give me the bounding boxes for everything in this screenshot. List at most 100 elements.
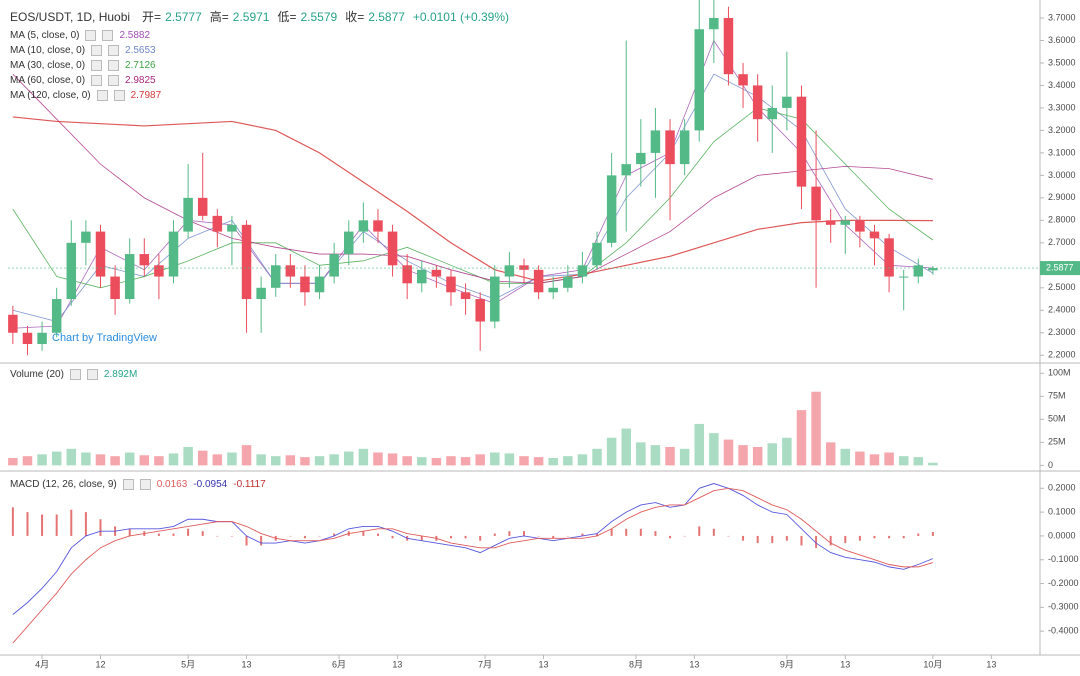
volume-bar	[869, 454, 880, 466]
volume-bar	[650, 445, 661, 466]
candle-body	[752, 85, 763, 120]
y-tick-label: 0.0000	[1048, 530, 1076, 540]
y-tick-label: 100M	[1048, 368, 1071, 378]
y-tick-label: 2.3000	[1048, 327, 1076, 337]
candle-body	[723, 17, 734, 75]
volume-bar	[373, 452, 383, 466]
signal-value: -0.1117	[233, 479, 266, 490]
macd-hist	[333, 533, 336, 536]
candle-body	[913, 265, 924, 277]
icon[interactable]	[122, 479, 134, 490]
ma-legend: MA (120, close, 0) 2.7987	[10, 90, 161, 101]
volume-bar	[387, 453, 398, 466]
candle-body	[592, 242, 602, 266]
y-tick-label: 2.8000	[1048, 215, 1076, 225]
macd-value: -0.0954	[193, 479, 228, 490]
ma-legend: MA (10, close, 0) 2.5653	[10, 45, 156, 56]
candle-body	[8, 314, 18, 333]
x-tick-label: 13	[392, 659, 402, 669]
volume-bar	[563, 456, 573, 466]
macd-hist	[537, 535, 540, 537]
candle-body	[446, 276, 456, 293]
volume-bar	[22, 456, 33, 466]
ma-line	[12, 107, 934, 289]
icon[interactable]	[108, 60, 120, 71]
icon[interactable]	[86, 369, 98, 380]
candle-body	[344, 231, 354, 255]
candle-body	[928, 268, 938, 271]
volume-bar	[227, 452, 237, 466]
volume-bar	[8, 458, 18, 466]
icon[interactable]	[108, 75, 120, 86]
y-tick-label: -0.3000	[1048, 602, 1079, 612]
volume-bar	[811, 391, 821, 466]
ma-legend: MA (60, close, 0) 2.9825	[10, 75, 156, 86]
icon[interactable]	[91, 45, 103, 56]
x-tick-label: 13	[689, 659, 699, 669]
icon[interactable]	[85, 30, 97, 41]
volume-bar	[796, 410, 807, 466]
icon[interactable]	[139, 479, 151, 490]
icon[interactable]	[108, 45, 120, 56]
macd-hist	[318, 535, 321, 537]
candle-body	[855, 220, 865, 232]
volume-bar	[460, 457, 471, 466]
candle-body	[358, 220, 369, 232]
volume-bar	[533, 457, 544, 466]
volume-bar	[66, 448, 77, 466]
candle-body	[475, 299, 485, 322]
candle-body	[402, 265, 412, 284]
volume-bar	[270, 456, 281, 466]
candle-body	[285, 265, 296, 277]
candle-body	[504, 265, 515, 277]
macd-hist	[552, 535, 555, 539]
macd-hist	[654, 531, 657, 536]
macd-hist	[157, 533, 160, 536]
volume-bar	[825, 442, 836, 466]
ma-name: MA (120, close, 0)	[10, 90, 91, 101]
volume-bar	[285, 455, 296, 466]
ma-line	[12, 39, 933, 329]
y-tick-label: 25M	[1048, 437, 1066, 447]
y-tick-label: -0.4000	[1048, 626, 1079, 636]
last-price-box	[1040, 261, 1080, 276]
candle-body	[22, 332, 33, 345]
symbol-header: EOS/USDT, 1D, Huobi 开= 2.5777 高= 2.5971 低=…	[10, 8, 509, 25]
volume-bar	[431, 458, 442, 466]
ma-legend: MA (30, close, 0) 2.7126	[10, 60, 156, 71]
candle-body	[51, 299, 62, 333]
icon[interactable]	[113, 90, 125, 101]
close-value: 2.5877	[368, 9, 405, 24]
candle-body	[519, 265, 529, 270]
icon[interactable]	[91, 60, 103, 71]
volume-legend: Volume (20) 2.892M	[10, 369, 137, 380]
macd-hist	[669, 535, 672, 539]
candle-body	[811, 186, 821, 221]
candle-body	[329, 254, 339, 277]
y-tick-label: 2.9000	[1048, 192, 1076, 202]
volume-bar	[197, 450, 208, 466]
x-tick-label: 5月	[181, 659, 195, 669]
icon[interactable]	[69, 369, 81, 380]
macd-hist	[216, 535, 219, 537]
candle-body	[110, 276, 120, 300]
icon[interactable]	[96, 90, 108, 101]
candle-body	[767, 107, 778, 120]
y-tick-label: -0.1000	[1048, 554, 1079, 564]
icon[interactable]	[91, 75, 103, 86]
volume-bar	[212, 454, 223, 466]
volume-bar	[694, 423, 704, 466]
y-tick-label: 3.7000	[1048, 12, 1076, 22]
y-tick-label: 0.1000	[1048, 506, 1076, 516]
y-tick-label: 2.7000	[1048, 237, 1076, 247]
macd-hist	[523, 531, 525, 536]
volume-bar	[519, 456, 529, 466]
candle-body	[796, 96, 807, 187]
macd-hist	[844, 535, 847, 544]
volume-bar	[183, 446, 193, 466]
volume-bar	[723, 439, 734, 466]
candle-body	[81, 231, 91, 243]
macd-hist	[464, 535, 467, 539]
icon[interactable]	[102, 30, 114, 41]
